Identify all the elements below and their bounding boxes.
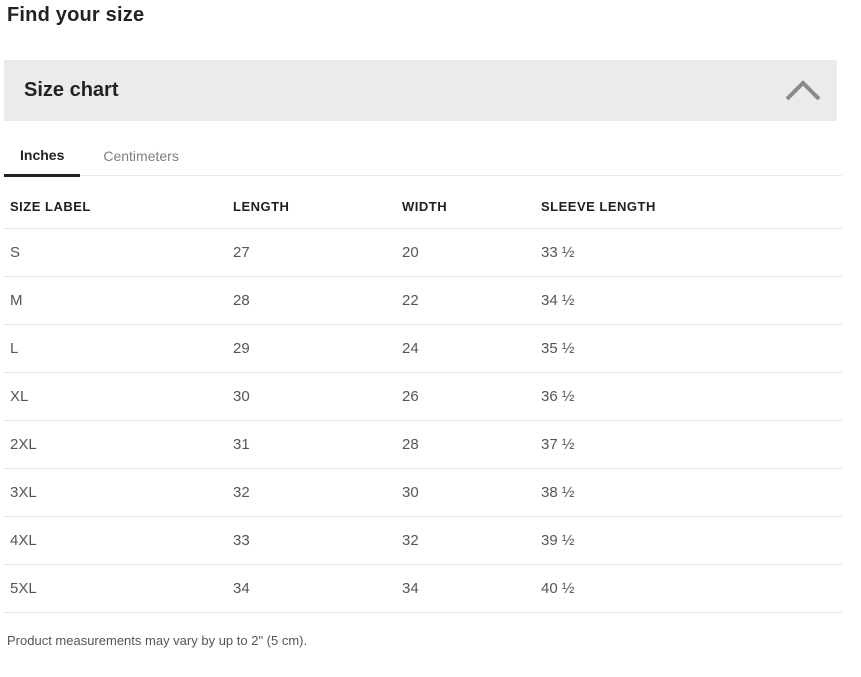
size-label-cell: 5XL: [10, 580, 37, 597]
measurement-cell: 24: [402, 340, 419, 357]
measurement-cell: 30: [402, 484, 419, 501]
size-table-header: SIZE LABEL LENGTH WIDTH SLEEVE LENGTH: [4, 184, 842, 229]
measurement-cell: 34 ½: [541, 292, 575, 309]
column-header: SLEEVE LENGTH: [541, 198, 656, 214]
measurement-cell: 28: [402, 436, 419, 453]
panel-title: Size chart: [24, 79, 119, 101]
tab-centimeters[interactable]: Centimeters: [103, 147, 179, 164]
measurement-cell: 20: [402, 244, 419, 261]
measurement-cell: 37 ½: [541, 436, 575, 453]
measurement-cell: 38 ½: [541, 484, 575, 501]
measurement-cell: 31: [233, 436, 250, 453]
table-row: S 27 20 33 ½: [4, 229, 842, 277]
size-label-cell: 3XL: [10, 484, 37, 501]
table-row: 3XL 32 30 38 ½: [4, 469, 842, 517]
measurement-cell: 35 ½: [541, 340, 575, 357]
measurement-cell: 26: [402, 388, 419, 405]
page-title: Find your size: [7, 4, 145, 26]
table-row: XL 30 26 36 ½: [4, 373, 842, 421]
measurement-disclaimer: Product measurements may vary by up to 2…: [7, 633, 308, 648]
column-header: WIDTH: [402, 198, 448, 214]
table-row: M 28 22 34 ½: [4, 277, 842, 325]
table-row: 2XL 31 28 37 ½: [4, 421, 842, 469]
size-label-cell: XL: [10, 388, 29, 405]
column-header: SIZE LABEL: [10, 198, 91, 214]
table-row: L 29 24 35 ½: [4, 325, 842, 373]
measurement-cell: 40 ½: [541, 580, 575, 597]
column-header: LENGTH: [233, 198, 290, 214]
size-label-cell: 2XL: [10, 436, 37, 453]
measurement-cell: 27: [233, 244, 250, 261]
measurement-cell: 33: [233, 532, 250, 549]
measurement-cell: 29: [233, 340, 250, 357]
measurement-cell: 34: [402, 580, 419, 597]
measurement-cell: 22: [402, 292, 419, 309]
unit-tabbar: Inches Centimeters: [4, 136, 842, 177]
measurement-cell: 36 ½: [541, 388, 575, 405]
chevron-up-icon: [784, 79, 822, 102]
size-label-cell: S: [10, 244, 21, 261]
size-label-cell: L: [10, 340, 19, 357]
measurement-cell: 30: [233, 388, 250, 405]
measurement-cell: 34: [233, 580, 250, 597]
size-label-cell: M: [10, 292, 23, 309]
size-label-cell: 4XL: [10, 532, 37, 549]
size-table: SIZE LABEL LENGTH WIDTH SLEEVE LENGTH S 27 20…: [4, 184, 842, 613]
measurement-cell: 32: [233, 484, 250, 501]
table-row: 5XL 34 34 40 ½: [4, 565, 842, 613]
table-row: 4XL 33 32 39 ½: [4, 517, 842, 565]
tab-inches[interactable]: Inches: [4, 136, 81, 177]
measurement-cell: 33 ½: [541, 244, 575, 261]
size-chart-panel-toggle[interactable]: Size chart: [4, 60, 837, 121]
measurement-cell: 32: [402, 532, 419, 549]
measurement-cell: 39 ½: [541, 532, 575, 549]
size-table-body: S 27 20 33 ½ M 28 22 34 ½ L 29 24 35 ½ XL 30 26 36 ½ 2XL…: [4, 229, 842, 613]
measurement-cell: 28: [233, 292, 250, 309]
